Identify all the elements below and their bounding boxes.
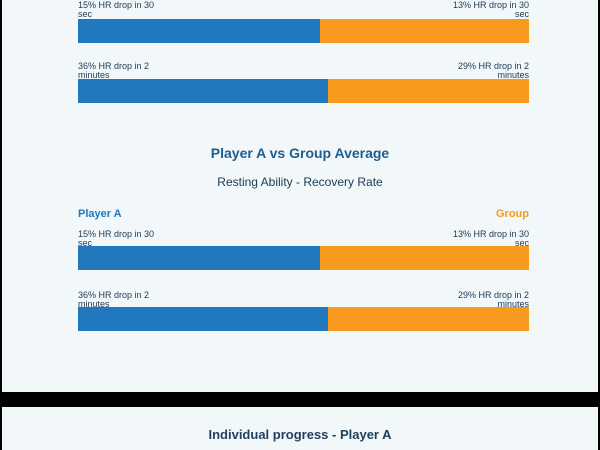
comparison-title: Player A vs Group Average [210, 145, 390, 161]
legend-player: Player A [78, 208, 122, 220]
player-bar-fill [78, 246, 320, 270]
group-label: 29% HR drop in 2 minutes [457, 61, 529, 80]
player-label: 36% HR drop in 2 minutes [78, 290, 150, 309]
group-label: 29% HR drop in 2 minutes [457, 290, 529, 309]
progress-panel: Individual progress - Player A [2, 407, 598, 450]
player-label: 36% HR drop in 2 minutes [78, 61, 150, 80]
progress-title: Individual progress - Player A [208, 427, 392, 442]
split-bar [78, 19, 529, 43]
player-label: 15% HR drop in 30 sec [78, 0, 155, 19]
legend-group: Group [496, 208, 529, 220]
player-bar-fill [78, 307, 328, 331]
group-label: 13% HR drop in 30 sec [452, 229, 529, 248]
split-bar [78, 246, 529, 270]
group-label: 13% HR drop in 30 sec [452, 0, 529, 19]
recovery-panel: 15% HR drop in 30 sec 13% HR drop in 30 … [2, 0, 598, 392]
comparison-subtitle: Resting Ability - Recovery Rate [217, 175, 383, 189]
player-label: 15% HR drop in 30 sec [78, 229, 155, 248]
split-bar [78, 79, 529, 103]
split-bar [78, 307, 529, 331]
player-bar-fill [78, 19, 320, 43]
player-bar-fill [78, 79, 328, 103]
